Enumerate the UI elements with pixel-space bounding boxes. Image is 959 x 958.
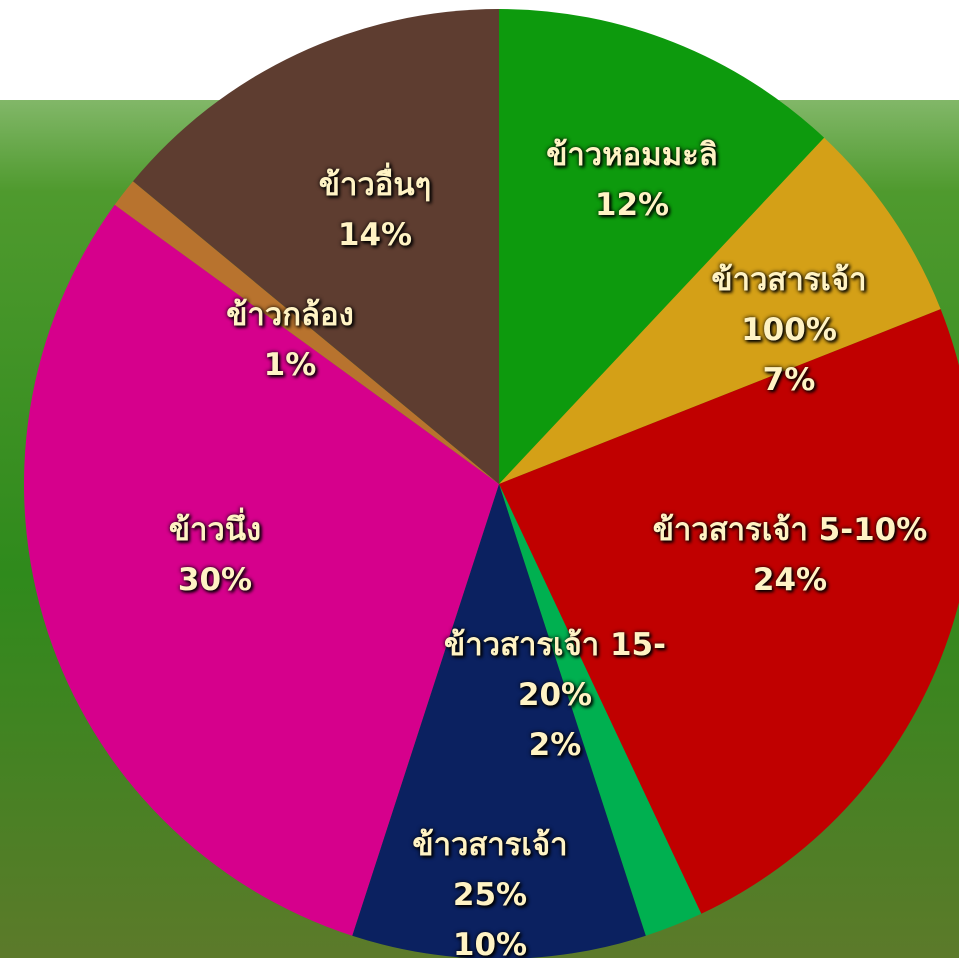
category-label: ข้าวสารเจ้า 5-10%	[652, 512, 928, 548]
value-label: 7%	[762, 362, 816, 398]
category-label: ข้าวสารเจ้า 15-20%	[444, 627, 666, 713]
slice-label: ข้าวอื่นๆ 14%	[275, 160, 475, 260]
value-label: 2%	[528, 727, 582, 763]
pie-slice	[114, 181, 500, 484]
value-label: 30%	[177, 562, 253, 598]
value-label: 14%	[337, 217, 413, 253]
category-label: ข้าวหอมมะลิ	[546, 137, 718, 173]
pie-slice	[499, 484, 702, 936]
slice-label: ข้าวสารเจ้า 15-20% 2%	[440, 620, 670, 770]
pie-slice	[352, 484, 646, 958]
category-label: ข้าวกล้อง	[226, 297, 354, 333]
category-label: ข้าวสารเจ้า 25%	[412, 827, 568, 913]
value-label: 1%	[263, 347, 317, 383]
category-label: ข้าวสารเจ้า 100%	[711, 262, 867, 348]
value-label: 24%	[752, 562, 828, 598]
pie-slice	[499, 309, 959, 914]
value-label: 12%	[594, 187, 670, 223]
slice-label: ข้าวสารเจ้า 100% 7%	[674, 255, 904, 405]
pie-slice	[499, 137, 941, 484]
pie-slice	[23, 204, 500, 936]
category-label: ข้าวนึ่ง	[168, 512, 262, 548]
pie-slice	[499, 9, 825, 484]
slice-label: ข้าวหอมมะลิ 12%	[467, 130, 797, 230]
category-label: ข้าวอื่นๆ	[318, 167, 432, 203]
slice-label: ข้าวกล้อง 1%	[190, 290, 390, 390]
slice-label: ข้าวสารเจ้า 5-10% 24%	[640, 505, 940, 605]
value-label: 10%	[452, 927, 528, 958]
pie-slice	[133, 9, 499, 484]
slice-label: ข้าวสารเจ้า 25% 10%	[375, 820, 605, 958]
slice-label: ข้าวนึ่ง 30%	[115, 505, 315, 605]
